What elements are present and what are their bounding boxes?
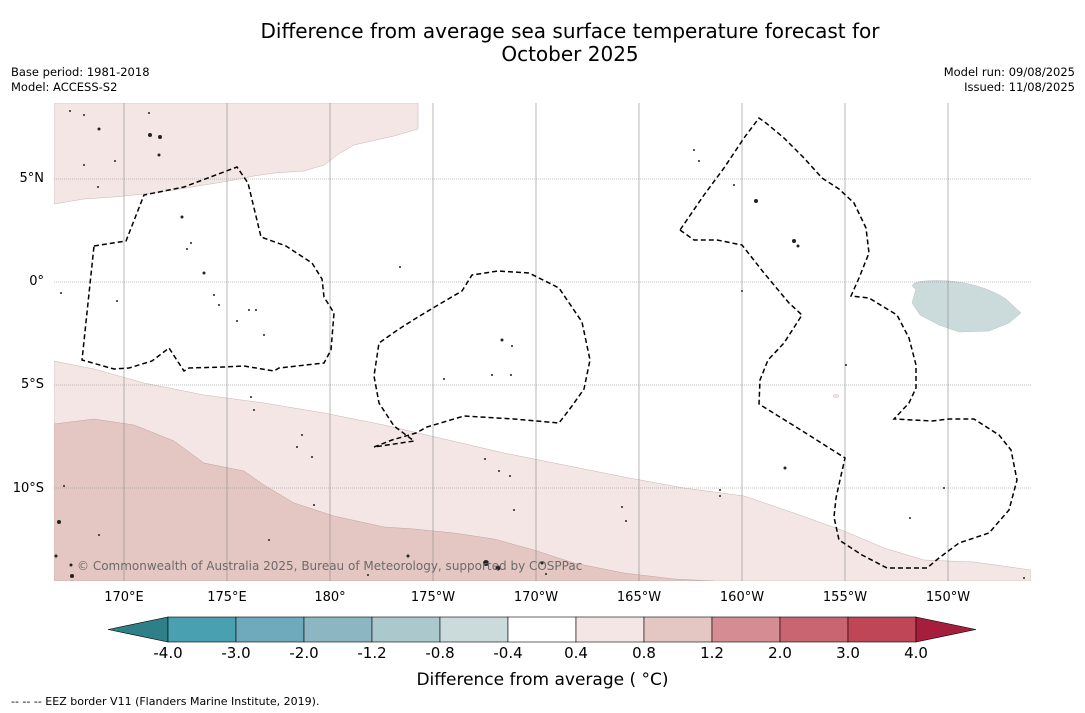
- colorbar-tick-2: -2.0: [289, 644, 319, 662]
- graticule: [54, 103, 1031, 581]
- lon-label-170e: 170°E: [104, 590, 144, 605]
- colorbar: [108, 616, 977, 643]
- colorbar-bin-2: [235, 616, 305, 643]
- eez-border-tuvalu-kiribati-west: [81, 166, 335, 373]
- map-title-line-2: October 2025: [501, 42, 639, 66]
- lat-label-5s: 5°S: [20, 377, 44, 392]
- colorbar-tick-9: 2.0: [768, 644, 792, 662]
- colorbar-tick-5: -0.4: [493, 644, 523, 662]
- islands: [54, 110, 1025, 579]
- colorbar-tick-11: 4.0: [904, 644, 928, 662]
- colorbar-tick-4: -0.8: [425, 644, 455, 662]
- lon-label-155w: 155°W: [822, 590, 868, 605]
- meta-left: Base period: 1981-2018 Model: ACCESS-S2: [11, 65, 150, 95]
- colorbar-bin-1: [167, 616, 237, 643]
- colorbar-tick-8: 1.2: [700, 644, 724, 662]
- colorbar-tick-3: -1.2: [357, 644, 387, 662]
- colorbar-bin-8: [643, 616, 713, 643]
- colorbar-bin-11: [847, 616, 917, 643]
- meta-right: Model run: 09/08/2025 Issued: 11/08/2025: [944, 65, 1075, 95]
- colorbar-bin-7: [575, 616, 645, 643]
- colorbar-bin-5: [439, 616, 509, 643]
- eez-border-line-islands: [678, 116, 1018, 569]
- lon-label-160w: 160°W: [719, 590, 765, 605]
- copyright-notice: © Commonwealth of Australia 2025, Bureau…: [77, 559, 583, 573]
- lat-label-10s: 10°S: [12, 481, 44, 496]
- colorbar-extend-low: [108, 616, 169, 643]
- colorbar-tick-6: 0.4: [564, 644, 588, 662]
- lat-label-equator: 0°: [29, 274, 44, 289]
- colorbar-bin-6: [507, 616, 577, 643]
- cool-anomaly-region: [911, 280, 1022, 333]
- sst-anomaly-map: [54, 103, 1031, 581]
- colorbar-tick-1: -3.0: [221, 644, 251, 662]
- colorbar-bin-9: [711, 616, 781, 643]
- colorbar-extend-high: [915, 616, 977, 643]
- map-title: Difference from average sea surface temp…: [0, 20, 1085, 66]
- lon-label-150w: 150°W: [925, 590, 971, 605]
- lon-label-170w: 170°W: [513, 590, 559, 605]
- colorbar-tick-7: 0.8: [632, 644, 656, 662]
- lon-label-165w: 165°W: [616, 590, 662, 605]
- warm-anomaly-region-south-mid: [54, 418, 715, 581]
- lat-label-5n: 5°N: [19, 171, 45, 186]
- map-title-line-1: Difference from average sea surface temp…: [260, 19, 880, 43]
- lon-label-175e: 175°E: [207, 590, 247, 605]
- model-run-text: Model run: 09/08/2025: [943, 65, 1075, 79]
- colorbar-bin-3: [303, 616, 373, 643]
- lon-label-180: 180°: [314, 590, 346, 605]
- colorbar-tick-0: -4.0: [153, 644, 183, 662]
- issued-text: Issued: 11/08/2025: [964, 80, 1075, 94]
- colorbar-bin-10: [779, 616, 849, 643]
- eez-legend-footnote: -- -- -- EEZ border V11 (Flanders Marine…: [11, 695, 320, 708]
- model-text: Model: ACCESS-S2: [11, 80, 118, 94]
- base-period-text: Base period: 1981-2018: [11, 65, 150, 79]
- colorbar-label: Difference from average ( °C): [416, 670, 669, 690]
- colorbar-bin-4: [371, 616, 441, 643]
- lon-label-175w: 175°W: [410, 590, 456, 605]
- map-panel: [54, 103, 1031, 581]
- colorbar-tick-10: 3.0: [836, 644, 860, 662]
- eez-borders: [81, 116, 1018, 569]
